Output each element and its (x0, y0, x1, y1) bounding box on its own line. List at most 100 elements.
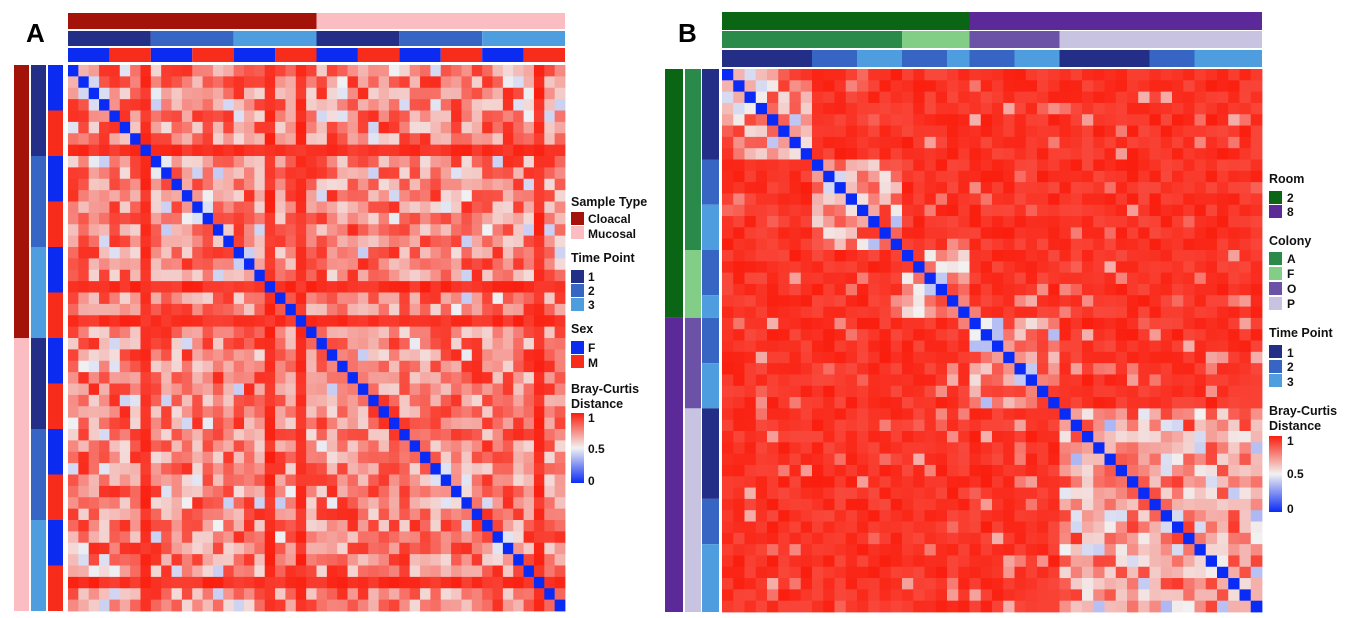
heatmap-cell (181, 429, 193, 441)
heatmap-cell (378, 167, 390, 180)
heatmap-cell (399, 360, 411, 373)
heatmap-cell (789, 510, 802, 522)
heatmap-cell (337, 167, 348, 180)
heatmap-cell (857, 589, 869, 602)
heatmap-cell (368, 406, 380, 419)
heatmap-cell (513, 247, 524, 259)
heatmap-cell (492, 326, 504, 339)
heatmap-cell (755, 544, 768, 556)
heatmap-cell (1104, 91, 1117, 104)
heatmap-cell (244, 258, 255, 271)
heatmap-cell (913, 91, 925, 104)
heatmap-cell (109, 258, 121, 271)
heatmap-cell (902, 136, 914, 149)
heatmap-cell (1082, 170, 1094, 183)
heatmap-cell (285, 417, 297, 430)
heatmap-cell (879, 170, 892, 183)
heatmap-cell (755, 487, 768, 500)
heatmap-cell (482, 372, 493, 384)
heatmap-cell (992, 250, 1004, 262)
heatmap-cell (171, 508, 183, 521)
heatmap-cell (722, 464, 734, 477)
heatmap-cell (502, 463, 514, 475)
heatmap-cell (482, 281, 493, 293)
heatmap-cell (755, 170, 768, 183)
heatmap-cell (492, 315, 504, 328)
heatmap-cell (513, 156, 524, 168)
heatmap-cell (264, 303, 276, 316)
heatmap-cell (1003, 80, 1015, 93)
heatmap-cell (482, 451, 493, 464)
heatmap-cell (1160, 102, 1173, 115)
heatmap-cell (275, 349, 286, 362)
heatmap-cell (834, 431, 847, 443)
heatmap-cell (767, 329, 779, 341)
heatmap-cell (733, 510, 745, 522)
heatmap-cell (492, 349, 504, 362)
heatmap-cell (857, 419, 869, 432)
heatmap-cell (326, 326, 338, 339)
heatmap-cell (482, 542, 493, 555)
heatmap-cell (295, 417, 307, 430)
heatmap-cell (1070, 250, 1083, 262)
heatmap-cell (1003, 102, 1015, 115)
heatmap-cell (326, 451, 338, 464)
heatmap-cell (68, 463, 79, 475)
heatmap-cell (140, 110, 152, 123)
heatmap-cell (1160, 193, 1173, 206)
heatmap-cell (744, 91, 757, 104)
heatmap-cell (1194, 272, 1207, 285)
heatmap-cell (409, 474, 421, 487)
heatmap-cell (306, 338, 317, 350)
heatmap-cell (357, 65, 369, 77)
heatmap-cell (78, 599, 90, 612)
heatmap-cell (264, 99, 276, 111)
heatmap-cell (744, 521, 757, 534)
heatmap-cell (913, 487, 925, 500)
heatmap-cell (1138, 532, 1150, 545)
heatmap-cell (1104, 374, 1117, 387)
heatmap-cell (1194, 283, 1207, 296)
heatmap-cell (992, 431, 1004, 443)
heatmap-cell (980, 250, 993, 262)
heatmap-cell (513, 281, 524, 293)
heatmap-cell (420, 349, 431, 362)
heatmap-cell (1194, 374, 1207, 387)
heatmap-cell (233, 451, 245, 464)
heatmap-cell (482, 429, 493, 441)
heatmap-cell (399, 315, 411, 328)
heatmap-cell (947, 397, 959, 409)
heatmap-cell (834, 397, 847, 409)
heatmap-cell (130, 588, 141, 601)
heatmap-cell (1160, 555, 1173, 568)
heatmap-cell (890, 261, 903, 274)
heatmap-cell (980, 295, 993, 307)
heatmap-cell (68, 497, 79, 510)
heatmap-cell (1070, 498, 1083, 511)
heatmap-cell (109, 406, 121, 419)
heatmap-cell (212, 292, 224, 305)
heatmap-cell (1194, 227, 1207, 240)
heatmap-cell (88, 474, 100, 487)
heatmap-cell (192, 281, 203, 293)
heatmap-cell (1239, 283, 1252, 296)
heatmap-cell (99, 303, 110, 316)
heatmap-cell (357, 508, 369, 521)
heatmap-cell (533, 235, 545, 248)
heatmap-cell (68, 565, 79, 578)
heatmap-cell (306, 554, 317, 566)
heatmap-cell (1048, 453, 1060, 466)
heatmap-cell (845, 408, 858, 421)
heatmap-cell (1172, 227, 1184, 240)
heatmap-cell (1160, 114, 1173, 126)
heatmap-cell (935, 125, 948, 138)
heatmap-cell (1093, 578, 1105, 590)
heatmap-cell (733, 532, 745, 545)
heatmap-cell (868, 216, 880, 228)
heatmap-cell (980, 193, 993, 206)
heatmap-cell (733, 385, 745, 398)
heatmap-cell (755, 408, 768, 421)
heatmap-cell (233, 303, 245, 316)
heatmap-cell (1014, 114, 1027, 126)
heatmap-cell (68, 394, 79, 407)
